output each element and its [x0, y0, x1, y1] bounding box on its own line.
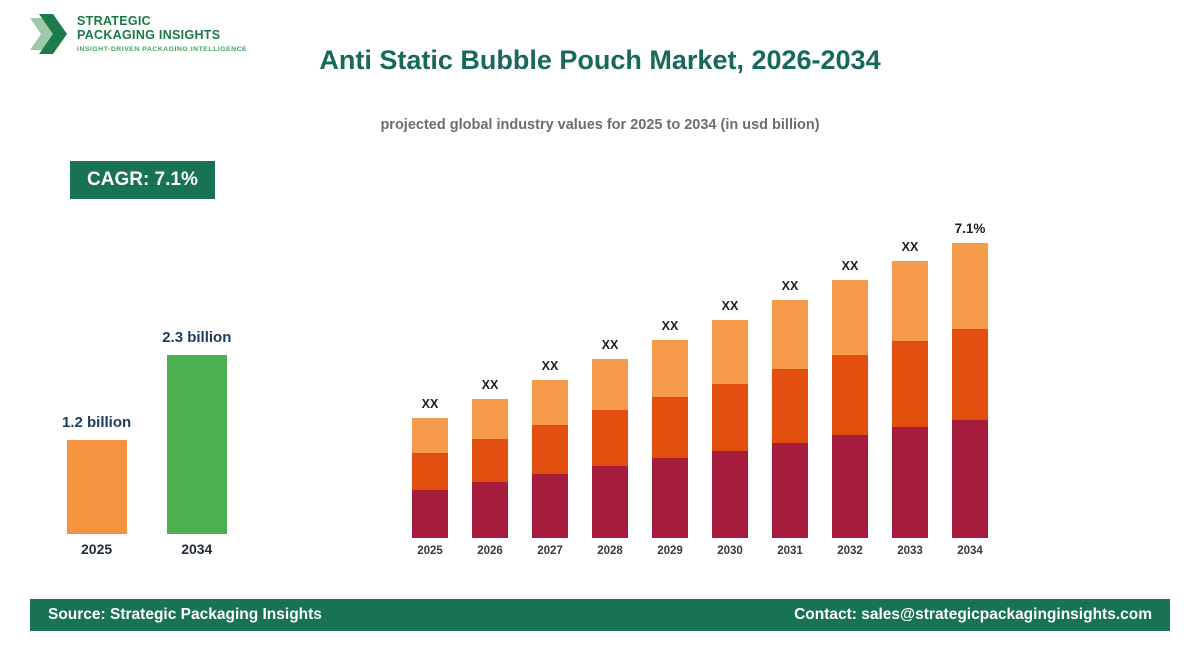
page-subtitle: projected global industry values for 202…: [380, 117, 820, 133]
stacked-bar: [652, 340, 688, 538]
segment-middle: [652, 397, 688, 458]
segment-top: [652, 340, 688, 397]
stacked-bar-label: XX: [541, 359, 559, 373]
segment-middle: [532, 425, 568, 474]
stacked-bar-group-2033: XX 2033: [892, 240, 928, 557]
double-chevron-logo-icon: [30, 14, 67, 54]
segment-middle: [952, 329, 988, 420]
stacked-bar-label: XX: [421, 397, 439, 411]
segment-bottom: [532, 474, 568, 538]
stacked-year-label: 2030: [717, 545, 743, 557]
segment-middle: [592, 410, 628, 466]
summary-year-label: 2025: [81, 541, 113, 557]
segment-middle: [472, 439, 508, 482]
stacked-year-label: 2025: [417, 545, 443, 557]
stacked-bar: [412, 418, 448, 538]
stacked-bar-group-2026: XX 2026: [472, 378, 508, 557]
stacked-bar: [832, 280, 868, 538]
summary-bar-group-2034: 2.3 billion 2034: [162, 329, 231, 557]
segment-bottom: [412, 490, 448, 538]
summary-bar: [66, 440, 127, 534]
brand-logo-text: STRATEGIC PACKAGING INSIGHTS INSIGHT-DRI…: [77, 14, 247, 54]
stacked-bar-group-2031: XX 2031: [772, 279, 808, 557]
stacked-year-label: 2032: [837, 545, 863, 557]
stacked-bar-group-2027: XX 2027: [532, 359, 568, 557]
footer-source: Source: Strategic Packaging Insights: [48, 606, 322, 623]
segment-top: [412, 418, 448, 453]
segment-bottom: [892, 427, 928, 538]
stacked-bar-group-2030: XX 2030: [712, 299, 748, 557]
segment-middle: [892, 341, 928, 427]
stacked-year-label: 2026: [477, 545, 503, 557]
stacked-bar-label: XX: [661, 319, 679, 333]
segment-bottom: [952, 420, 988, 538]
stacked-bar-label: XX: [721, 299, 739, 313]
stacked-bar: [772, 300, 808, 538]
segment-bottom: [592, 466, 628, 538]
segment-bottom: [832, 435, 868, 538]
footer-bar: Source: Strategic Packaging Insights Con…: [30, 599, 1170, 631]
summary-year-label: 2034: [181, 541, 213, 557]
stacked-year-label: 2033: [897, 545, 923, 557]
segment-top: [832, 280, 868, 355]
stacked-bar: [532, 380, 568, 538]
segment-middle: [772, 369, 808, 443]
brand-tagline: INSIGHT-DRIVEN PACKAGING INTELLIGENCE: [77, 46, 248, 54]
segment-top: [532, 380, 568, 425]
segment-top: [952, 243, 988, 329]
stacked-bar-group-2032: XX 2032: [832, 259, 868, 557]
segment-top: [472, 399, 508, 439]
yearly-projection-chart: XX 2025 XX 2026 XX 2027 XX 2028 XX 2029 XX 2030 XX 20…: [412, 221, 988, 557]
segment-bottom: [712, 451, 748, 538]
segment-top: [772, 300, 808, 369]
stacked-bar-label: XX: [781, 279, 799, 293]
stacked-bar: [892, 261, 928, 538]
stacked-bar-group-2029: XX 2029: [652, 319, 688, 557]
stacked-year-label: 2034: [957, 545, 983, 557]
stacked-year-label: 2027: [537, 545, 563, 557]
stacked-bar-label: XX: [841, 259, 859, 273]
stacked-bar: [472, 399, 508, 538]
stacked-bar-group-2028: XX 2028: [592, 338, 628, 557]
footer-contact: Contact: sales@strategicpackaginginsight…: [794, 606, 1152, 623]
stacked-year-label: 2031: [777, 545, 803, 557]
stacked-bar: [592, 359, 628, 538]
stacked-bar-group-2025: XX 2025: [412, 397, 448, 557]
stacked-bar-label: XX: [481, 378, 499, 392]
cagr-badge: CAGR: 7.1%: [70, 161, 215, 199]
summary-bar: [166, 355, 227, 534]
summary-comparison-chart: 1.2 billion 2025 2.3 billion 2034: [62, 329, 231, 557]
stacked-bar: [712, 320, 748, 538]
stacked-bar-group-2034: 7.1% 2034: [952, 221, 988, 557]
page-title: Anti Static Bubble Pouch Market, 2026-20…: [319, 45, 881, 75]
segment-top: [592, 359, 628, 410]
stacked-year-label: 2028: [597, 545, 623, 557]
brand-name-line1: STRATEGIC: [77, 14, 151, 29]
segment-bottom: [772, 443, 808, 538]
segment-bottom: [652, 458, 688, 538]
segment-bottom: [472, 482, 508, 538]
brand-name-line2: PACKAGING INSIGHTS: [77, 28, 221, 43]
stacked-year-label: 2029: [657, 545, 683, 557]
brand-logo: STRATEGIC PACKAGING INSIGHTS INSIGHT-DRI…: [30, 12, 247, 56]
segment-middle: [832, 355, 868, 435]
stacked-bar-label: XX: [901, 240, 919, 254]
summary-value-label: 1.2 billion: [62, 414, 132, 431]
summary-value-label: 2.3 billion: [162, 329, 232, 346]
segment-middle: [712, 384, 748, 451]
segment-middle: [412, 453, 448, 490]
summary-bar-group-2025: 1.2 billion 2025: [62, 414, 131, 557]
stacked-bar-label: XX: [601, 338, 619, 352]
segment-top: [712, 320, 748, 384]
segment-top: [892, 261, 928, 341]
stacked-bar: [952, 243, 988, 538]
stacked-bar-label: 7.1%: [954, 221, 986, 236]
